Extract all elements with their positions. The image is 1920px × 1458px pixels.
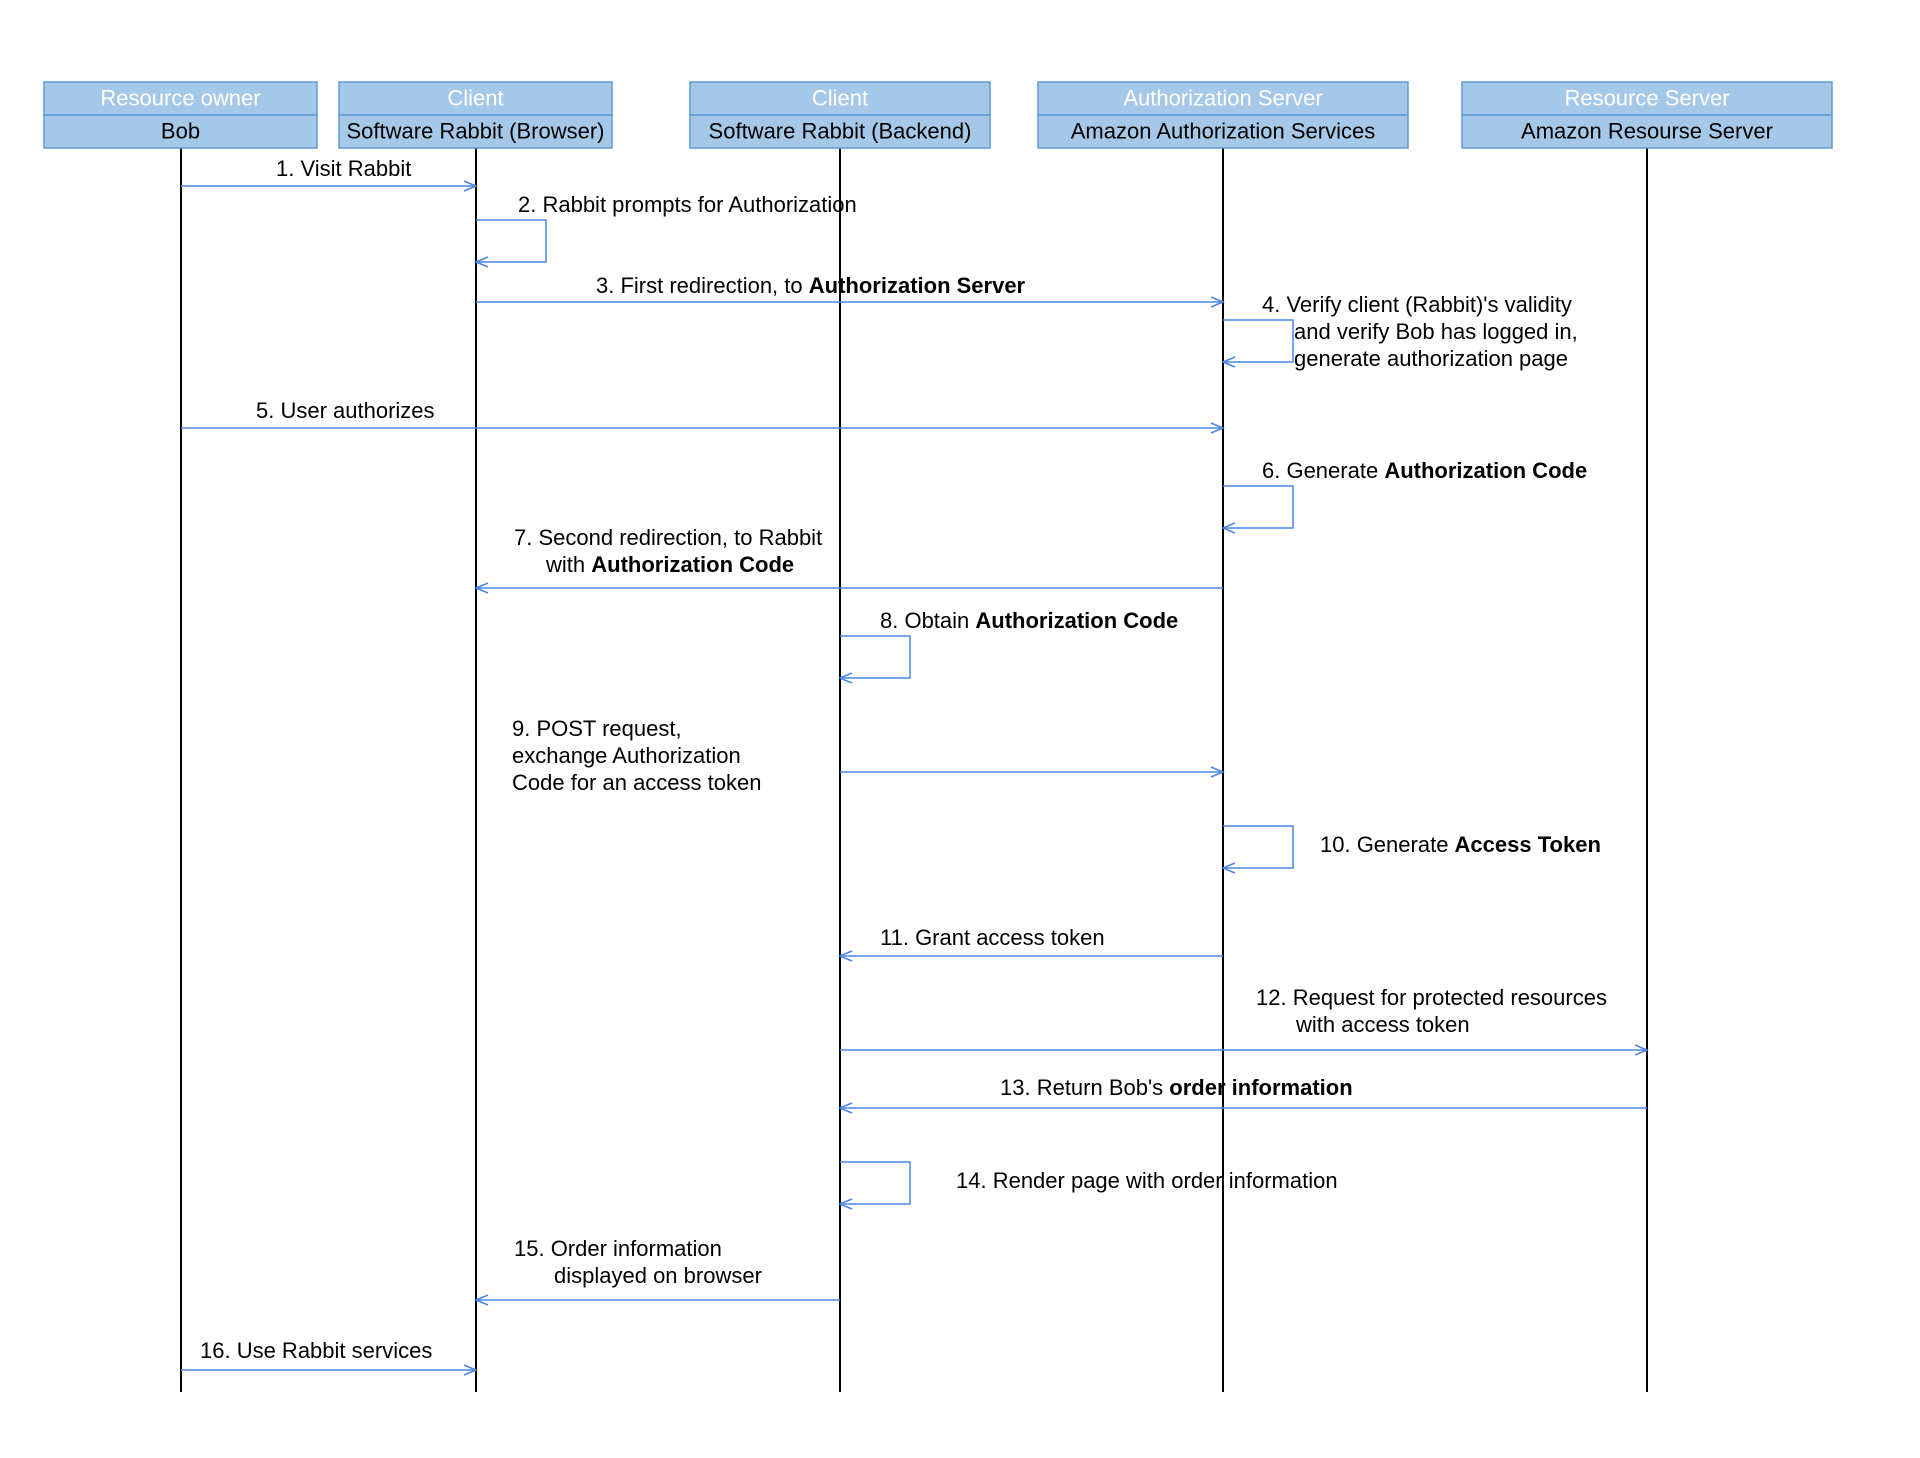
- msg-label-8: 8. Obtain Authorization Code: [880, 608, 1178, 633]
- msg-label-2: 2. Rabbit prompts for Authorization: [518, 192, 857, 217]
- msg-label-12-l0: 12. Request for protected resources: [1256, 985, 1607, 1010]
- msg-label-7-l1: with Authorization Code: [545, 552, 794, 577]
- self-msg-6: [1223, 486, 1293, 528]
- msg-label-14: 14. Render page with order information: [956, 1168, 1338, 1193]
- msg-label-11: 11. Grant access token: [880, 925, 1105, 950]
- self-msg-14: [840, 1162, 910, 1204]
- header-name-browser: Software Rabbit (Browser): [347, 118, 605, 143]
- msg-label-15-l1: displayed on browser: [554, 1263, 762, 1288]
- header-role-backend: Client: [812, 85, 868, 110]
- self-msg-4: [1223, 320, 1293, 362]
- sequence-diagram: Resource owner Bob Client Software Rabbit (…: [0, 0, 1920, 1458]
- msg-label-13: 13. Return Bob's order information: [1000, 1075, 1353, 1100]
- self-msg-8: [840, 636, 910, 678]
- header-name-backend: Software Rabbit (Backend): [709, 118, 972, 143]
- msg-label-9-l2: Code for an access token: [512, 770, 761, 795]
- msg-label-9-l0: 9. POST request,: [512, 716, 682, 741]
- header-role-owner: Resource owner: [100, 85, 260, 110]
- msg-label-7-l0: 7. Second redirection, to Rabbit: [514, 525, 822, 550]
- header-role-res: Resource Server: [1564, 85, 1729, 110]
- msg-label-4-l0: 4. Verify client (Rabbit)'s validity: [1262, 292, 1572, 317]
- msg-label-9-l1: exchange Authorization: [512, 743, 741, 768]
- msg-label-15-l0: 15. Order information: [514, 1236, 722, 1261]
- msg-label-1: 1. Visit Rabbit: [276, 156, 411, 181]
- msg-label-6: 6. Generate Authorization Code: [1262, 458, 1587, 483]
- self-msg-10: [1223, 826, 1293, 868]
- header-role-auth: Authorization Server: [1123, 85, 1322, 110]
- header-name-res: Amazon Resourse Server: [1521, 118, 1773, 143]
- msg-label-12-l1: with access token: [1295, 1012, 1470, 1037]
- self-msg-2: [476, 220, 546, 262]
- msg-label-4-l1: and verify Bob has logged in,: [1294, 319, 1578, 344]
- msg-label-5: 5. User authorizes: [256, 398, 435, 423]
- msg-label-3: 3. First redirection, to Authorization S…: [596, 273, 1026, 298]
- header-name-owner: Bob: [161, 118, 200, 143]
- msg-label-10: 10. Generate Access Token: [1320, 832, 1601, 857]
- header-role-browser: Client: [447, 85, 503, 110]
- msg-label-4-l2: generate authorization page: [1294, 346, 1568, 371]
- header-name-auth: Amazon Authorization Services: [1071, 118, 1376, 143]
- msg-label-16: 16. Use Rabbit services: [200, 1338, 432, 1363]
